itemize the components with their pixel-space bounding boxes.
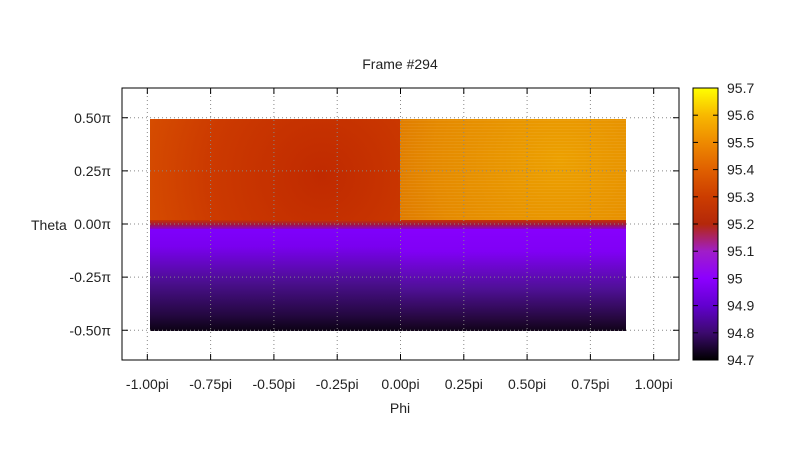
colorbar-tick-label: 95.2 — [727, 216, 754, 232]
colorbar-tick-label: 94.8 — [727, 325, 754, 341]
y-tick-label: 0.00π — [74, 216, 111, 232]
colorbar-tick-label: 94.9 — [727, 298, 754, 314]
heat-equator-band — [150, 220, 626, 229]
colorbar-tick-label: 95.6 — [727, 107, 754, 123]
colorbar-tick-label: 95 — [727, 270, 743, 286]
x-tick-label: 0.50pi — [508, 376, 546, 392]
colorbar-tick-label: 94.7 — [727, 352, 754, 368]
heat-region-lower-left — [150, 225, 400, 331]
y-tick-label: -0.50π — [69, 322, 111, 338]
colorbar-tick-label: 95.4 — [727, 162, 754, 178]
x-tick-label: -0.25pi — [316, 376, 359, 392]
y-axis-ticks: 0.50π 0.25π 0.00π -0.25π -0.50π — [69, 110, 679, 338]
heat-region-upper-right-texture — [400, 119, 626, 225]
colorbar-ticks: 95.7 95.6 95.5 95.4 95.3 95.2 95.1 95 94.9 94.8 94… — [693, 80, 754, 368]
x-tick-label: -0.50pi — [253, 376, 296, 392]
x-axis-ticks: -1.00pi -0.75pi -0.50pi -0.25pi 0.00pi 0.25pi… — [126, 88, 673, 392]
heat-region-upper-left — [150, 119, 400, 225]
y-tick-label: 0.25π — [74, 163, 111, 179]
colorbar-tick-label: 95.1 — [727, 243, 754, 259]
x-tick-label: 1.00pi — [635, 376, 673, 392]
grid-lines — [122, 88, 679, 360]
x-tick-label: -0.75pi — [189, 376, 232, 392]
y-tick-label: 0.50π — [74, 110, 111, 126]
heatmap-area — [150, 119, 626, 331]
colorbar-tick-label: 95.7 — [727, 80, 754, 96]
y-axis-label: Theta — [31, 217, 67, 233]
x-tick-label: 0.00pi — [381, 376, 419, 392]
x-tick-label: 0.25pi — [445, 376, 483, 392]
chart-title: Frame #294 — [362, 56, 438, 72]
colorbar-tick-label: 95.3 — [727, 189, 754, 205]
x-axis-label: Phi — [390, 400, 410, 416]
y-tick-label: -0.25π — [69, 269, 111, 285]
x-tick-label: 0.75pi — [571, 376, 609, 392]
colorbar-tick-label: 95.5 — [727, 134, 754, 150]
x-tick-label: -1.00pi — [126, 376, 169, 392]
heat-region-lower-right — [400, 225, 626, 331]
